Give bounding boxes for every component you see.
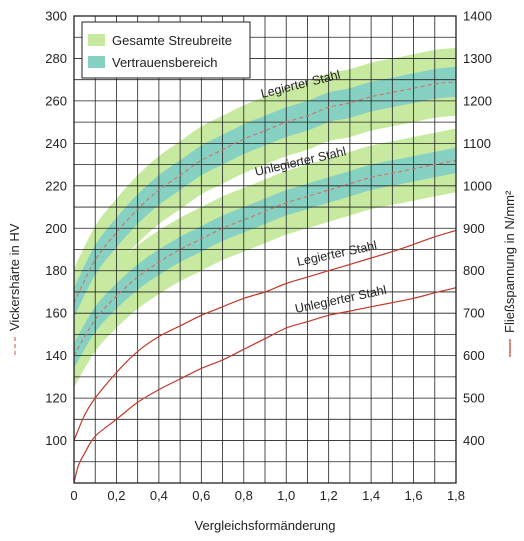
y-left-tick-label: 160 xyxy=(45,306,67,321)
y-left-tick-label: 280 xyxy=(45,51,67,66)
y-left-axis-title: Vickershärte in HV xyxy=(7,223,22,331)
scatter-band-1 xyxy=(74,128,456,388)
tick-labels: 0 0,2 0,4 0,6 0,8 1,0 1,2 1,4 1,6 1,8 100 120 140 160… xyxy=(45,9,492,504)
plot-frame xyxy=(73,15,457,484)
flow-line-0 xyxy=(73,229,457,441)
y-left-tick-label: 300 xyxy=(45,9,67,24)
x-tick-label: 0,6 xyxy=(192,488,210,503)
y-left-tick-label: 120 xyxy=(45,391,67,406)
legend: Gesamte Streubreite Vertrauensbereich xyxy=(81,21,251,79)
grid xyxy=(73,15,457,484)
hardness-line-0 xyxy=(73,81,457,303)
x-axis-title: Vergleichsformänderung xyxy=(195,518,336,533)
y-right-tick-label: 700 xyxy=(463,306,485,321)
x-tick-label: 0,4 xyxy=(150,488,168,503)
y-left-tick-label: 140 xyxy=(45,348,67,363)
x-tick-label: 1,2 xyxy=(320,488,338,503)
y-right-tick-label: 1200 xyxy=(463,93,492,108)
y-right-tick-label: 1400 xyxy=(463,9,492,24)
y-right-tick-label: 800 xyxy=(463,263,485,278)
y-right-tick-label: 600 xyxy=(463,348,485,363)
y-left-tick-label: 200 xyxy=(45,221,67,236)
flow-line-1 xyxy=(73,287,457,484)
confidence-band-1 xyxy=(74,147,456,369)
legend-box xyxy=(81,21,251,79)
x-tick-label: 1,8 xyxy=(447,488,465,503)
x-tick-label: 0 xyxy=(70,488,77,503)
legend-swatch-total xyxy=(88,34,105,46)
y-right-tick-label: 500 xyxy=(463,391,485,406)
y-left-tick-label: 240 xyxy=(45,136,67,151)
curve-label-flow-alloyed: Legierter Stahl xyxy=(296,238,378,269)
x-tick-label: 0,2 xyxy=(107,488,125,503)
legend-label-total: Gesamte Streubreite xyxy=(112,33,232,48)
x-tick-label: 1,0 xyxy=(277,488,295,503)
y-right-tick-label: 1300 xyxy=(463,51,492,66)
y-left-tick-label: 100 xyxy=(45,433,67,448)
legend-label-confidence: Vertrauensbereich xyxy=(112,55,218,70)
line-layer xyxy=(73,81,457,484)
x-tick-label: 0,8 xyxy=(235,488,253,503)
y-left-tick-label: 220 xyxy=(45,178,67,193)
plot-border xyxy=(73,15,457,484)
y-left-tick-label: 180 xyxy=(45,263,67,278)
y-right-axis-title: Fließspannung in N/mm² xyxy=(502,190,517,333)
scatter-band-0 xyxy=(74,47,456,337)
axis-titles: Vergleichsformänderung Vickershärte in H… xyxy=(7,190,517,533)
y-left-tick-label: 260 xyxy=(45,93,67,108)
legend-swatch-confidence xyxy=(88,56,105,68)
x-tick-label: 1,4 xyxy=(362,488,380,503)
x-tick-label: 1,6 xyxy=(405,488,423,503)
y-right-tick-label: 900 xyxy=(463,221,485,236)
hardness-line-1 xyxy=(73,159,457,356)
y-right-tick-label: 1100 xyxy=(463,136,491,151)
y-right-tick-label: 400 xyxy=(463,433,485,448)
y-right-tick-label: 1000 xyxy=(463,178,492,193)
